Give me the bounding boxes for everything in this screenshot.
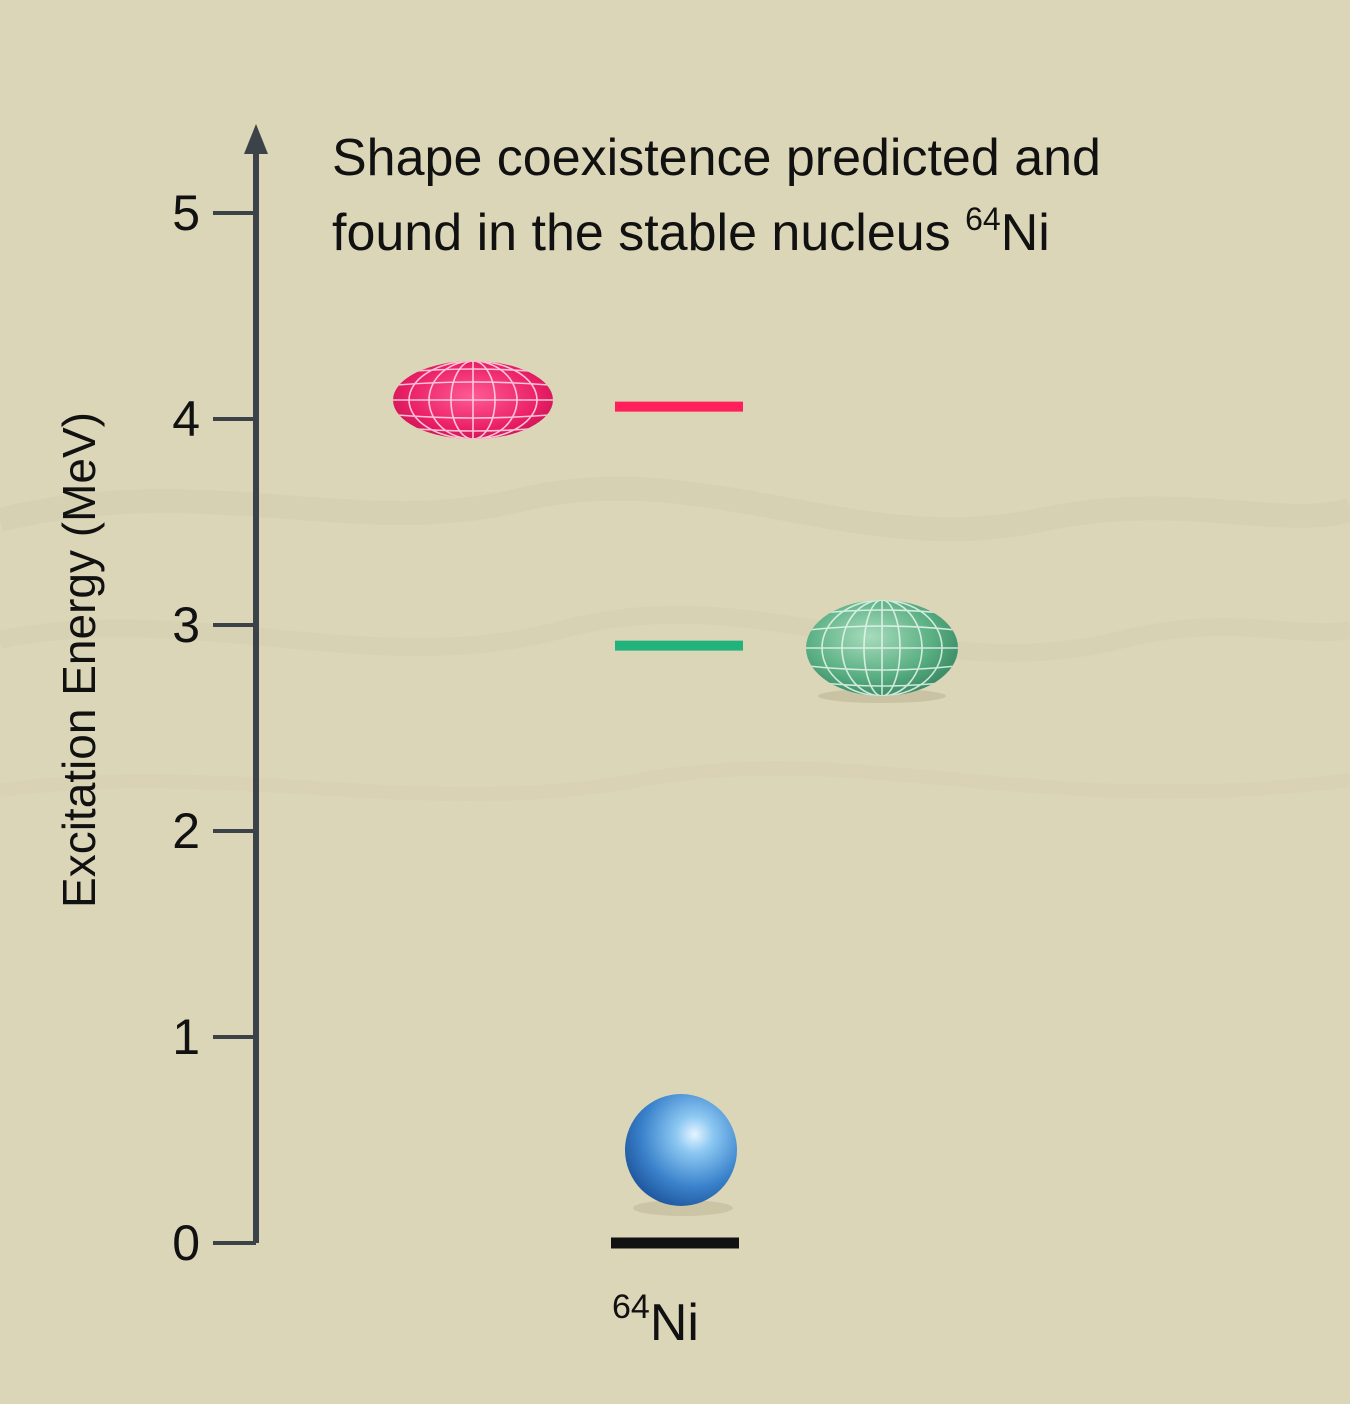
axis-tick-label-1: 1 xyxy=(172,1009,200,1065)
title-line-2-prefix: found in the stable nucleus xyxy=(332,204,965,262)
nucleus-element: Ni xyxy=(650,1294,699,1352)
oblate-nucleus-icon xyxy=(806,600,958,703)
nucleus-mass-number: 64 xyxy=(612,1288,650,1326)
spherical-nucleus-icon xyxy=(625,1094,737,1216)
title-line-2: found in the stable nucleus 64Ni xyxy=(332,201,1050,262)
axis-arrowhead xyxy=(244,124,268,154)
nucleus-label: 64Ni xyxy=(612,1288,699,1352)
energy-levels xyxy=(611,401,743,1249)
axis-tick-label-0: 0 xyxy=(172,1215,200,1271)
energy-axis: 0 1 2 3 4 5 xyxy=(172,124,268,1271)
axis-tick-label-2: 2 xyxy=(172,803,200,859)
axis-tick-label-3: 3 xyxy=(172,597,200,653)
title-mass-number: 64 xyxy=(965,201,1001,237)
axis-ticks: 0 1 2 3 4 5 xyxy=(172,185,256,1271)
axis-tick-label-4: 4 xyxy=(172,391,200,447)
title-element: Ni xyxy=(1001,204,1050,262)
title-line-1: Shape coexistence predicted and xyxy=(332,129,1101,187)
prolate-nucleus-icon xyxy=(393,361,553,439)
y-axis-label: Excitation Energy (MeV) xyxy=(53,412,105,908)
axis-tick-label-5: 5 xyxy=(172,185,200,241)
